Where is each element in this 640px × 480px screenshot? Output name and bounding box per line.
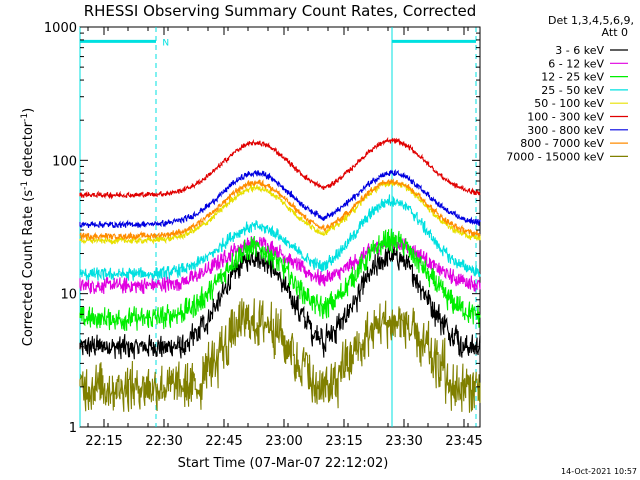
y-axis-label-main: Corrected Count Rate (s	[21, 190, 36, 347]
x-tick-label: 22:30	[145, 434, 182, 449]
series-line	[79, 228, 481, 332]
saa-markers: N	[79, 27, 477, 427]
y-tick-label: 100	[52, 154, 77, 169]
legend-label: 50 - 100 keV	[534, 97, 604, 110]
x-axis: 22:15 22:30 22:45 23:00 23:15 23:30 23:45	[85, 27, 483, 449]
legend-header-line1: Det 1,3,4,5,6,9,	[548, 14, 634, 27]
x-tick-label: 23:15	[325, 434, 362, 449]
y-axis-label-end: )	[21, 108, 36, 113]
timestamp: 14-Oct-2021 10:57	[561, 467, 637, 476]
y-axis-label: Corrected Count Rate (s-1 detector-1)	[20, 108, 36, 346]
series-line	[79, 136, 481, 200]
legend-label: 7000 - 15000 keV	[506, 150, 604, 163]
series-line	[79, 169, 481, 229]
legend-label: 25 - 50 keV	[541, 84, 604, 97]
series-layer	[79, 136, 481, 413]
legend-label: 3 - 6 keV	[555, 44, 604, 57]
x-tick-label: 23:45	[445, 434, 482, 449]
legend-header-line2: Att 0	[602, 26, 628, 39]
x-tick-label: 22:15	[85, 434, 122, 449]
legend-label: 100 - 300 keV	[527, 111, 604, 124]
x-tick-label: 22:45	[205, 434, 242, 449]
x-tick-label: 23:30	[385, 434, 422, 449]
y-axis: 1 10 100 1000	[44, 21, 480, 436]
chart-title: RHESSI Observing Summary Count Rates, Co…	[84, 2, 477, 20]
legend-label: 300 - 800 keV	[527, 124, 604, 137]
legend-label: 12 - 25 keV	[541, 71, 604, 84]
saa-flag-label: N	[162, 38, 169, 48]
y-axis-label-exp1: -1	[20, 181, 30, 190]
y-tick-label: 10	[60, 288, 77, 303]
legend-label: 800 - 7000 keV	[520, 137, 604, 150]
series-line	[79, 194, 481, 281]
y-tick-label: 1	[69, 421, 77, 436]
series-line	[79, 298, 481, 413]
y-axis-label-exp2: -1	[20, 113, 30, 122]
y-axis-label-mid: detector	[21, 121, 36, 181]
series-line	[79, 245, 481, 360]
series-line	[79, 178, 481, 242]
x-tick-label: 23:00	[265, 434, 302, 449]
legend-label: 6 - 12 keV	[548, 57, 604, 70]
x-axis-label: Start Time (07-Mar-07 22:12:02)	[178, 456, 389, 471]
y-tick-label: 1000	[44, 21, 77, 36]
